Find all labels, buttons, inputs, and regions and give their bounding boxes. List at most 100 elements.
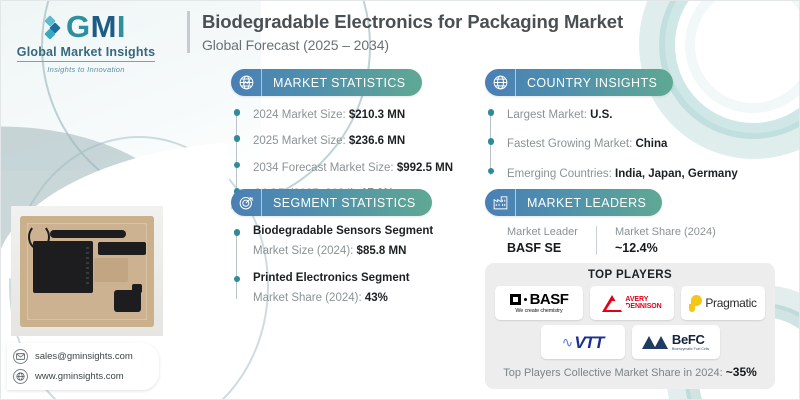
item-label: 2025 Market Size: (253, 135, 349, 148)
product-photo (11, 206, 163, 336)
market-share-value: ~12.4% (614, 241, 658, 255)
device-strip (98, 242, 146, 255)
market-statistics-header: MARKET STATISTICS (231, 69, 422, 96)
contact-email: sales@gminsights.com (35, 351, 133, 362)
befc-slogan: Bioenzymatic Fuel Cells (671, 347, 710, 351)
device-bar (50, 230, 126, 238)
top-players-footer: Top Players Collective Market Share in 2… (493, 365, 767, 379)
top-players-row-1: BASF We create chemistry AVERY DENNISON (493, 286, 767, 320)
contact-website: www.gminsights.com (35, 371, 124, 382)
item-label: Market Share (2024): (253, 291, 365, 304)
befc-mountain-icon (641, 335, 668, 349)
list-item: 2025 Market Size: $236.6 MN (233, 131, 461, 149)
section-segment-statistics: SEGMENT STATISTICS Biodegradable Sensors… (231, 189, 466, 318)
item-label: Largest Market: (507, 109, 591, 121)
item-heading: Biodegradable Sensors Segment (253, 225, 434, 237)
list-item: Biodegradable Sensors Segment Market Siz… (233, 225, 466, 260)
segment-statistics-header: SEGMENT STATISTICS (231, 189, 432, 216)
market-share-caption: Market Share (2024) (614, 226, 716, 238)
tray-inner-cavity (28, 224, 146, 319)
item-heading: Printed Electronics Segment (253, 271, 410, 284)
basf-square-icon (509, 293, 521, 305)
segment-statistics-title: SEGMENT STATISTICS (273, 195, 416, 210)
basf-dot-icon (523, 297, 527, 301)
item-subline: Market Size (2024): $85.8 MN (253, 241, 466, 259)
befc-wordmark: BeFC (671, 332, 705, 347)
molded-pulp-tray (20, 216, 154, 327)
country-insights-header: COUNTRY INSIGHTS (485, 69, 674, 96)
vtt-wordmark: VTT (574, 332, 604, 352)
item-label: Emerging Countries: (507, 167, 616, 180)
item-value: U.S. (590, 109, 613, 121)
pragmatic-mark-icon (689, 294, 703, 312)
list-item: Printed Electronics Segment Market Share… (233, 271, 466, 307)
market-leader-caption: Market Leader (507, 226, 578, 238)
contact-block: sales@gminsights.com www.gminsights.com (7, 343, 159, 390)
avery-line-2: DENNISON (625, 303, 662, 310)
logo-mark-row: GMI (11, 11, 161, 42)
player-logo-basf[interactable]: BASF We create chemistry (495, 286, 583, 320)
tray-slot (94, 258, 128, 282)
item-label: 2034 Forecast Market Size: (253, 161, 397, 174)
segment-statistics-list: Biodegradable Sensors Segment Market Siz… (231, 225, 466, 306)
list-item: Emerging Countries: India, Japan, German… (487, 164, 785, 182)
country-insights-title: COUNTRY INSIGHTS (527, 75, 658, 90)
player-logo-avery-dennison[interactable]: AVERY DENNISON (590, 286, 674, 320)
item-subline: Market Share (2024): 43% (253, 288, 466, 306)
item-label: Market Size (2024): (253, 245, 357, 258)
list-item: 2034 Forecast Market Size: $992.5 MN (233, 158, 461, 176)
pragmatic-wordmark: Pragmatic (705, 296, 757, 310)
target-chart-icon (231, 189, 262, 216)
market-leaders-title: MARKET LEADERS (527, 195, 647, 210)
market-statistics-title: MARKET STATISTICS (273, 75, 406, 90)
page-title: Biodegradable Electronics for Packaging … (202, 11, 624, 32)
page-subtitle: Global Forecast (2025 – 2034) (202, 37, 389, 54)
contact-website-row[interactable]: www.gminsights.com (13, 369, 151, 384)
list-item: Largest Market: U.S. (487, 105, 785, 123)
logo-company-name: Global Market Insights (16, 45, 156, 62)
globe-icon (485, 69, 516, 96)
player-logo-vtt[interactable]: ∿ VTT (540, 325, 625, 359)
item-value: $210.3 MN (348, 109, 406, 121)
market-statistics-list: 2024 Market Size: $210.3 MN 2025 Market … (231, 105, 461, 203)
item-value: $236.6 MN (348, 135, 406, 148)
top-players-card: TOP PLAYERS BASF We create chemistry AVE… (485, 263, 775, 389)
item-value: China (635, 138, 668, 151)
diamond-icon (44, 14, 63, 40)
avery-line-1: AVERY (625, 295, 649, 303)
item-value: $992.5 MN (396, 161, 454, 174)
factory-icon (485, 189, 516, 216)
item-label: Fastest Growing Market: (507, 138, 636, 151)
device-main-unit (33, 241, 93, 293)
logo-wordmark: GMI (65, 9, 127, 44)
avery-triangle-icon (602, 294, 631, 312)
market-share-column: Market Share (2024) ~12.4% (595, 226, 734, 255)
globe-chart-icon (231, 69, 262, 96)
page-title-block: Biodegradable Electronics for Packaging … (187, 11, 747, 54)
item-value: 43% (364, 291, 388, 304)
company-logo: GMI Global Market Insights Insights to I… (11, 11, 161, 74)
market-leader-column: Market Leader BASF SE (507, 226, 596, 255)
logo-tagline: Insights to Innovation (47, 65, 125, 74)
list-item: Fastest Growing Market: China (487, 134, 785, 152)
player-logo-befc[interactable]: BeFC Bioenzymatic Fuel Cells (631, 325, 720, 359)
top-players-row-2: ∿ VTT BeFC Bioenzymatic Fuel Cells (493, 325, 767, 359)
vtt-pulse-icon: ∿ (561, 333, 574, 350)
section-country-insights: COUNTRY INSIGHTS Largest Market: U.S. Fa… (485, 69, 785, 193)
item-label: 2024 Market Size: (253, 109, 349, 121)
player-logo-pragmatic[interactable]: Pragmatic (681, 286, 765, 320)
section-market-statistics: MARKET STATISTICS 2024 Market Size: $210… (231, 69, 461, 203)
item-value: $85.8 MN (356, 245, 407, 258)
contact-email-row[interactable]: sales@gminsights.com (13, 349, 151, 364)
market-leaders-table: Market Leader BASF SE Market Share (2024… (485, 226, 785, 255)
top-players-title: TOP PLAYERS (587, 269, 673, 281)
basf-wordmark: BASF (529, 290, 569, 308)
top-players-footer-value: ~35% (725, 365, 757, 379)
top-players-footer-label: Top Players Collective Market Share in 2… (503, 367, 726, 379)
item-value: India, Japan, Germany (615, 167, 738, 180)
market-leader-value: BASF SE (507, 241, 562, 255)
market-leaders-header: MARKET LEADERS (485, 189, 663, 216)
section-market-leaders: MARKET LEADERS Market Leader BASF SE Mar… (485, 189, 785, 255)
envelope-icon (13, 349, 28, 364)
